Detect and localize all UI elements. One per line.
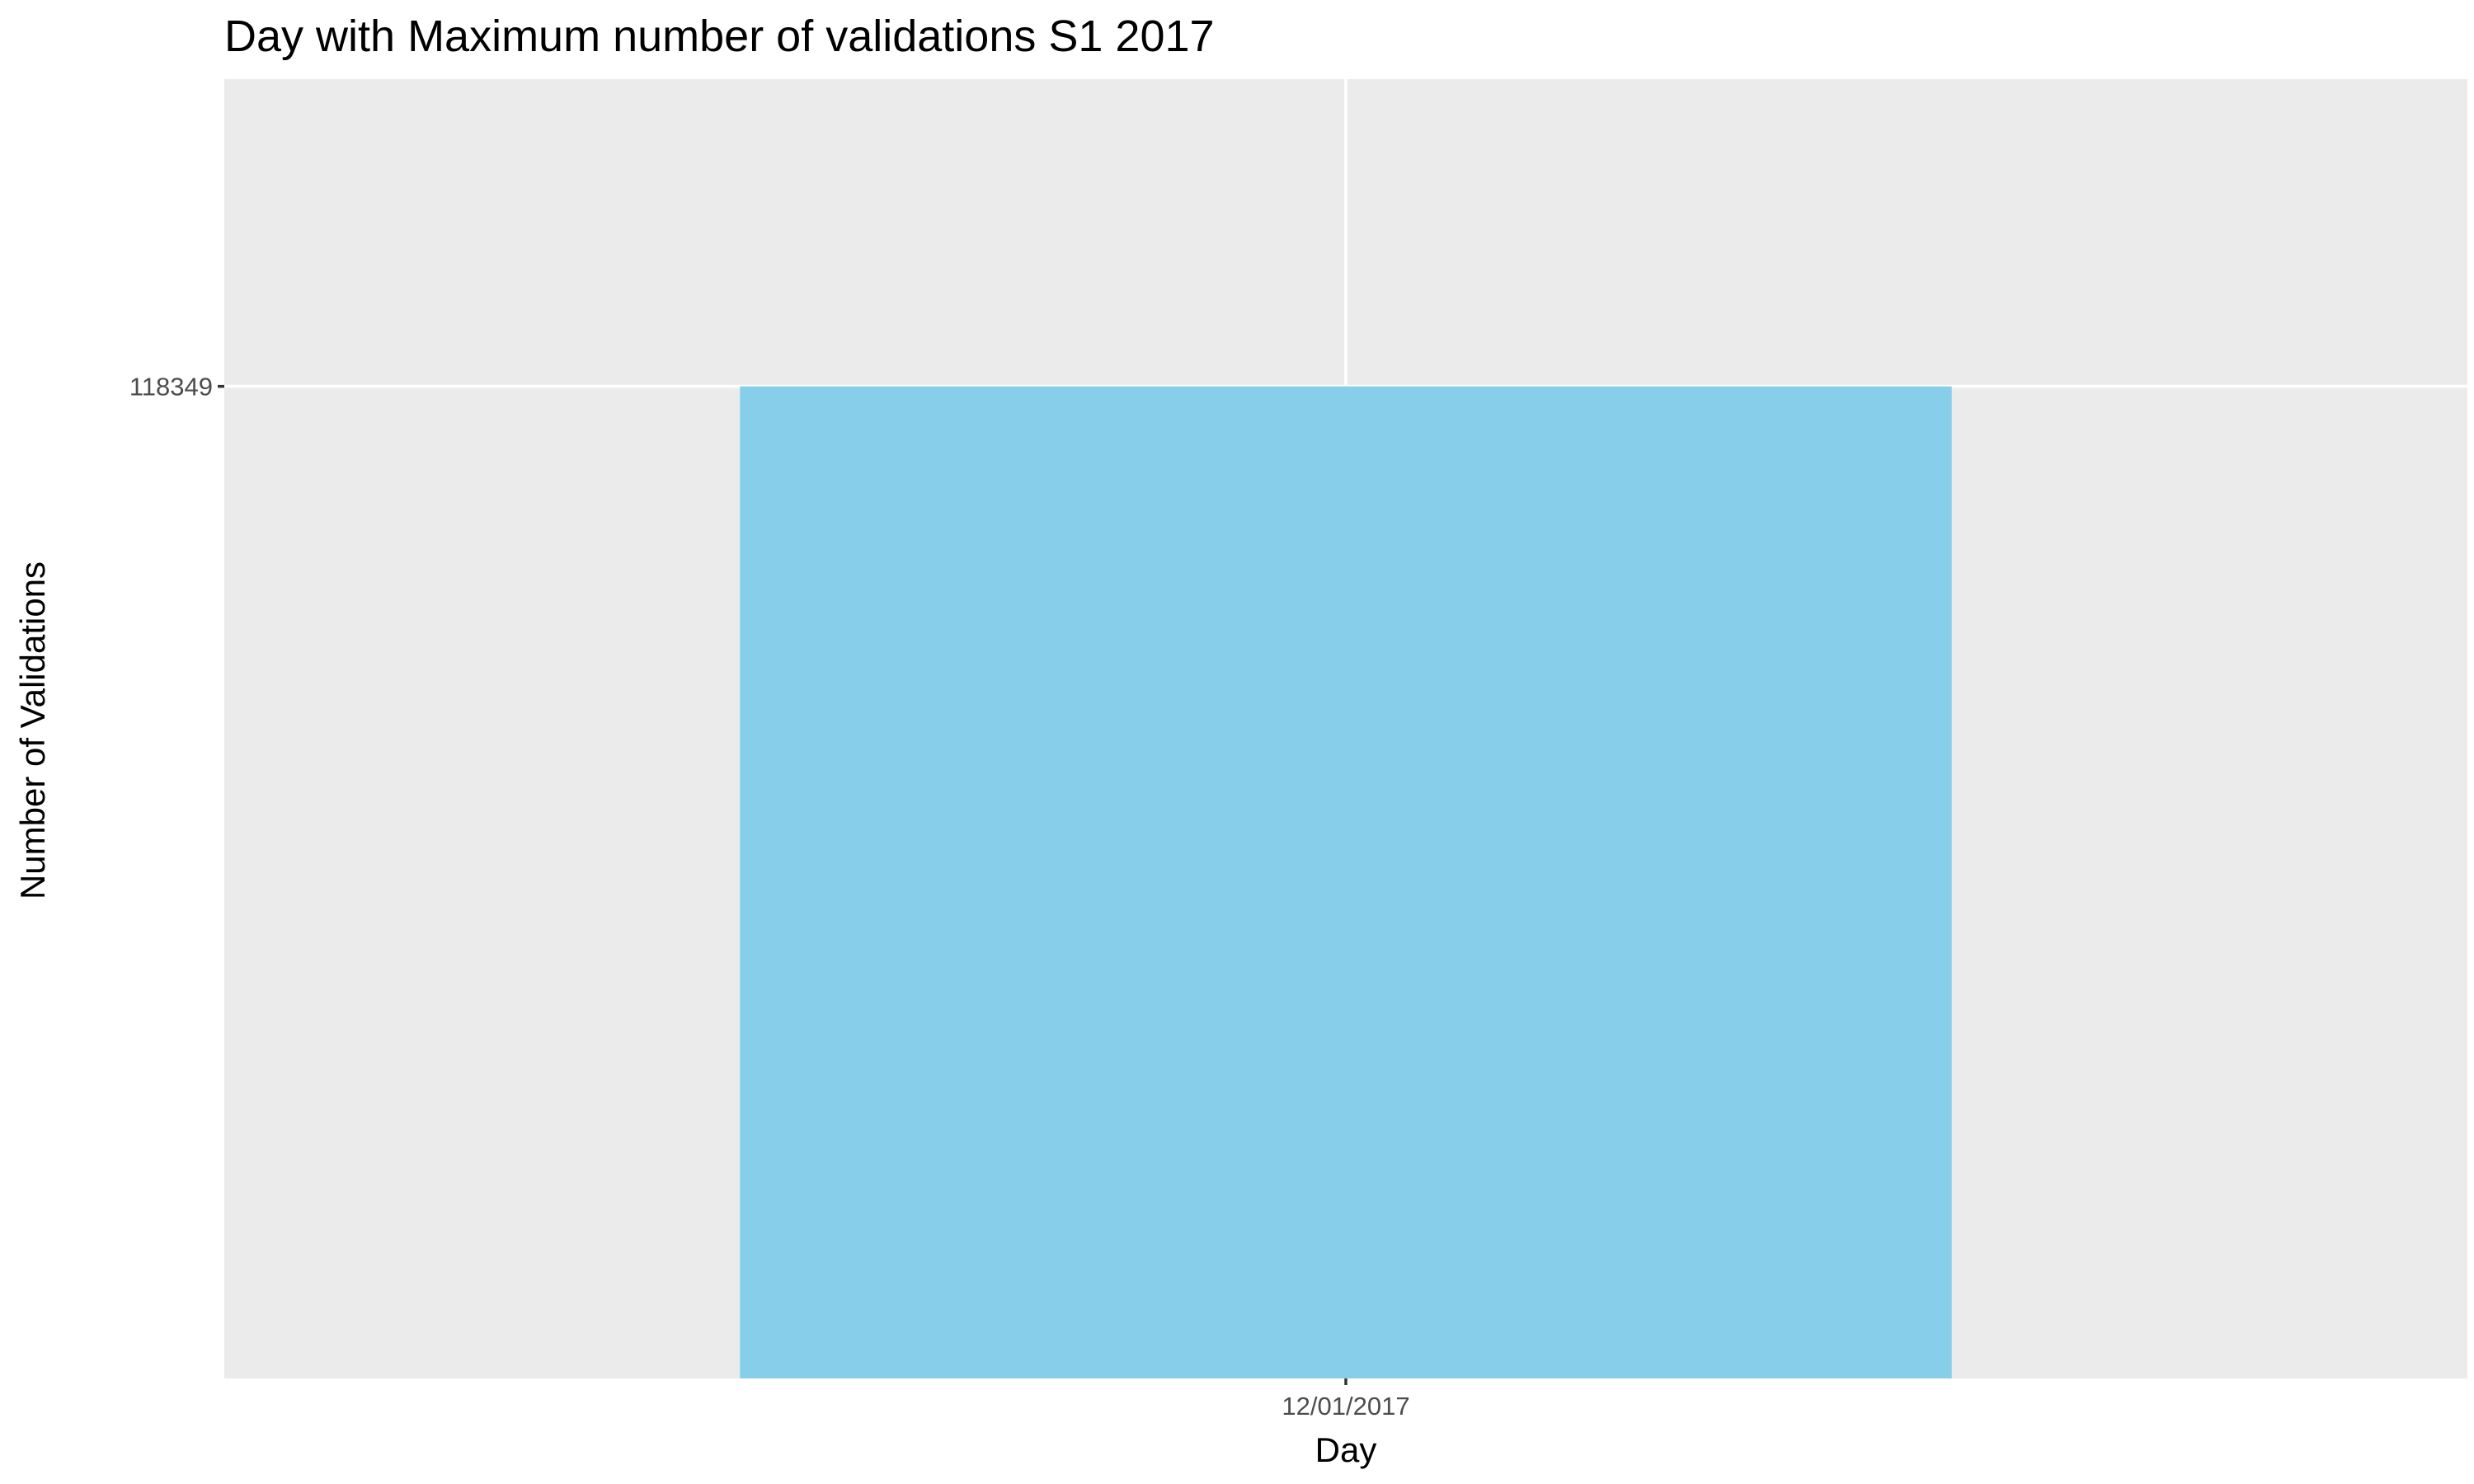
y-tick-label: 118349: [129, 373, 213, 402]
bar: [740, 386, 1952, 1378]
x-axis-title: Day: [1315, 1430, 1377, 1469]
x-axis: 12/01/2017: [1282, 1378, 1410, 1421]
x-tick-label: 12/01/2017: [1282, 1392, 1409, 1421]
bars: [740, 386, 1952, 1378]
y-axis-title: Number of Validations: [13, 561, 52, 899]
y-axis: 118349: [129, 373, 224, 402]
chart-title: Day with Maximum number of validations S…: [224, 12, 1215, 61]
